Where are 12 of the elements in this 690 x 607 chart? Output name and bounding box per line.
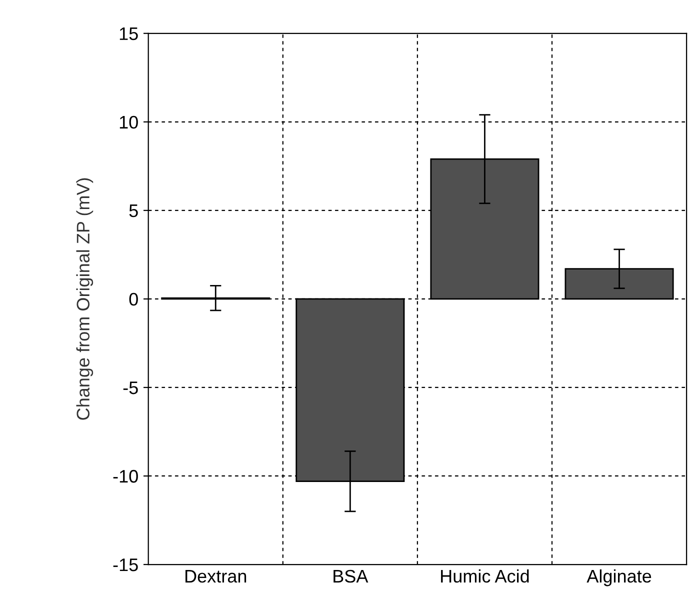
y-tick-label: -5: [123, 382, 138, 394]
y-axis-title: Change from Original ZP (mV): [76, 178, 94, 420]
x-tick-label: Alginate: [586, 569, 652, 586]
y-tick-label: 0: [129, 292, 138, 306]
y-tick-label: 15: [120, 28, 138, 40]
y-tick-label: 5: [129, 204, 138, 218]
x-tick-label: BSA: [334, 570, 368, 583]
x-tick-label: Dextran: [186, 570, 246, 583]
y-tick-label: -15: [113, 558, 138, 572]
x-tick-label: Humic Acid: [441, 569, 529, 583]
y-tick-label: -10: [113, 470, 138, 483]
y-tick-label: 10: [120, 116, 138, 129]
